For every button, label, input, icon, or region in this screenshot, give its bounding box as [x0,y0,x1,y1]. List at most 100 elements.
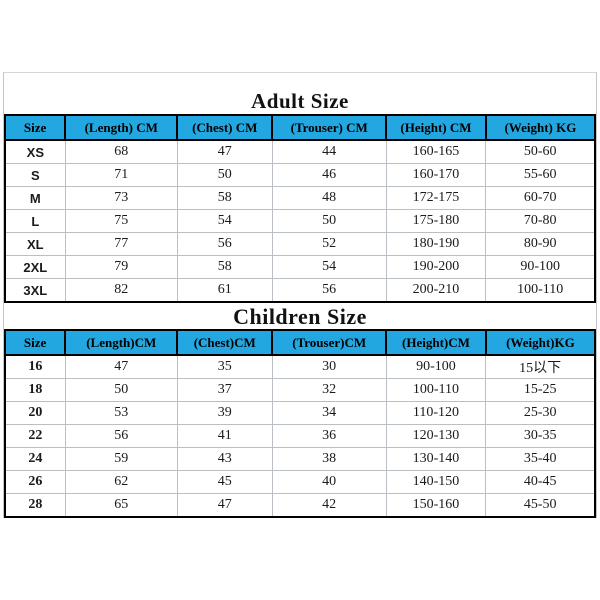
value-cell: 60-70 [485,186,596,210]
adult-column-header: (Weight) KG [484,114,597,141]
value-cell: 30-35 [485,424,596,448]
adult-table-row: L 75 54 50 175-180 70-80 [4,209,596,233]
adult-table-row: XL 77 56 52 180-190 80-90 [4,232,596,256]
value-cell: 42 [271,493,387,518]
children-table-row: 28 65 47 42 150-160 45-50 [4,493,596,518]
value-cell: 58 [176,255,273,279]
adult-column-header: (Trouser) CM [271,114,388,141]
children-table-title: Children Size [233,303,367,329]
children-size-table: Size (Length)CM (Chest)CM (Trouser)CM (Heigh… [3,329,597,518]
value-cell: 160-170 [385,163,487,187]
adult-table-row: 2XL 79 58 54 190-200 90-100 [4,255,596,279]
value-cell: 61 [176,278,273,303]
size-label-cell: 28 [4,493,66,518]
children-table-row: 16 47 35 30 90-100 15以下 [4,354,596,379]
size-label-cell: 2XL [4,255,66,279]
size-label-cell: 22 [4,424,66,448]
adult-table-row: 3XL 82 61 56 200-210 100-110 [4,278,596,303]
value-cell: 175-180 [385,209,487,233]
value-cell: 200-210 [385,278,487,303]
value-cell: 140-150 [385,470,487,494]
children-header-row: Size (Length)CM (Chest)CM (Trouser)CM (Heigh… [3,329,597,356]
value-cell: 70-80 [485,209,596,233]
value-cell: 82 [64,278,178,303]
value-cell: 150-160 [385,493,487,518]
children-column-header: (Chest)CM [176,329,274,356]
children-table-row: 24 59 43 38 130-140 35-40 [4,447,596,471]
value-cell: 41 [176,424,273,448]
value-cell: 190-200 [385,255,487,279]
children-table-row: 22 56 41 36 120-130 30-35 [4,424,596,448]
value-cell: 40-45 [485,470,596,494]
size-label-cell: XL [4,232,66,256]
value-cell: 75 [64,209,178,233]
value-cell: 160-165 [385,139,487,164]
value-cell: 32 [271,378,387,402]
value-cell: 56 [271,278,387,303]
value-cell: 37 [176,378,273,402]
adult-column-header: (Length) CM [64,114,179,141]
children-table-body: 16 47 35 30 90-100 15以下 18 50 37 32 100-110 15-25 20… [4,354,596,518]
children-column-header: (Weight)KG [484,329,597,356]
children-table-row: 18 50 37 32 100-110 15-25 [4,378,596,402]
size-label-cell: 24 [4,447,66,471]
children-table-row: 26 62 45 40 140-150 40-45 [4,470,596,494]
value-cell: 30 [271,354,387,379]
adult-header-row: Size (Length) CM (Chest) CM (Trouser) CM (He… [3,114,597,141]
value-cell: 110-120 [385,401,487,425]
adult-table-row: M 73 58 48 172-175 60-70 [4,186,596,210]
size-label-cell: 26 [4,470,66,494]
value-cell: 15-25 [485,378,596,402]
value-cell: 47 [176,139,273,164]
adult-column-header: Size [3,114,67,141]
value-cell: 53 [64,401,178,425]
size-label-cell: M [4,186,66,210]
size-label-cell: L [4,209,66,233]
value-cell: 45 [176,470,273,494]
size-label-cell: S [4,163,66,187]
value-cell: 48 [271,186,387,210]
size-label-cell: 3XL [4,278,66,303]
value-cell: 77 [64,232,178,256]
value-cell: 56 [176,232,273,256]
value-cell: 120-130 [385,424,487,448]
value-cell: 50 [176,163,273,187]
children-column-header: (Length)CM [64,329,179,356]
value-cell: 34 [271,401,387,425]
value-cell: 79 [64,255,178,279]
size-label-cell: 16 [4,354,66,379]
value-cell: 90-100 [385,354,487,379]
adult-table-title: Adult Size [251,89,349,113]
value-cell: 55-60 [485,163,596,187]
size-label-cell: XS [4,139,66,164]
value-cell: 172-175 [385,186,487,210]
value-cell: 54 [176,209,273,233]
value-cell: 39 [176,401,273,425]
value-cell: 36 [271,424,387,448]
value-cell: 65 [64,493,178,518]
value-cell: 50 [64,378,178,402]
value-cell: 40 [271,470,387,494]
value-cell: 62 [64,470,178,494]
value-cell: 50-60 [485,139,596,164]
adult-size-table: Size (Length) CM (Chest) CM (Trouser) CM (He… [3,114,597,303]
value-cell: 56 [64,424,178,448]
children-column-header: (Height)CM [385,329,487,356]
value-cell: 90-100 [485,255,596,279]
value-cell: 45-50 [485,493,596,518]
value-cell: 100-110 [485,278,596,303]
value-cell: 180-190 [385,232,487,256]
value-cell: 46 [271,163,387,187]
value-cell: 80-90 [485,232,596,256]
size-label-cell: 20 [4,401,66,425]
adult-column-header: (Height) CM [385,114,487,141]
value-cell: 68 [64,139,178,164]
adult-column-header: (Chest) CM [176,114,274,141]
value-cell: 15以下 [485,354,596,379]
value-cell: 38 [271,447,387,471]
adult-table-row: XS 68 47 44 160-165 50-60 [4,139,596,164]
value-cell: 25-30 [485,401,596,425]
adult-table-head: Size (Length) CM (Chest) CM (Trouser) CM (He… [3,114,597,141]
adult-table-body: XS 68 47 44 160-165 50-60 S 71 50 46 160-170 55-60 M… [4,139,596,303]
